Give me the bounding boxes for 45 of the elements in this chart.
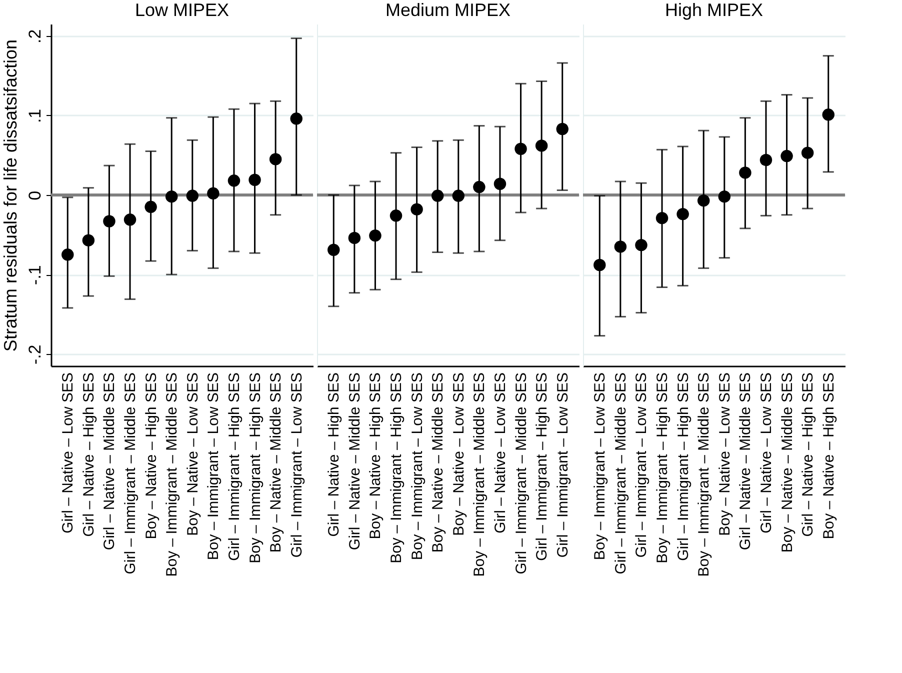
x-tick-label: Girl – Native – High SES [326, 372, 343, 537]
x-tick-label: Boy – Immigrant – Middle SES [471, 372, 488, 577]
x-tick-label: Boy – Immigrant – High SES [654, 372, 672, 564]
y-tick-label: .2 [26, 29, 44, 44]
x-tick-label: Girl – Native – Low SES [758, 372, 775, 534]
x-tick-label: Girl – Native – High SES [800, 372, 817, 537]
x-tick-label: Girl – Immigrant – Low SES [288, 372, 306, 558]
x-tick-label: Girl – Immigrant – High SES [674, 372, 692, 561]
x-tick-label: Girl – Native – Low SES [60, 372, 77, 534]
x-tick-label: Girl – Native – Middle SES [346, 372, 364, 550]
y-tick-label: -.1 [26, 265, 44, 285]
x-tick-label: Girl – Immigrant – Middle SES [512, 372, 530, 574]
x-tick-label: Boy – Native – High SES [142, 372, 160, 540]
x-tick-label: Girl – Immigrant – Middle SES [612, 372, 630, 574]
x-tick-label: Girl – Immigrant – Middle SES [122, 372, 140, 574]
x-tick-label: Girl – Immigrant – Low SES [633, 372, 650, 558]
x-tick-label: Boy – Native – Middle SES [430, 372, 447, 553]
x-tick-label: Girl – Immigrant – Low SES [554, 372, 572, 558]
y-tick-label: .1 [26, 108, 44, 124]
y-tick-label: -.2 [26, 344, 44, 364]
x-tick-label: Boy – Immigrant – High SES [246, 372, 264, 564]
x-tick-label: Boy – Immigrant – Middle SES [164, 372, 181, 577]
x-tick-label: Boy – Immigrant – Low SES [408, 372, 426, 560]
y-axis-title: Stratum residuals for life dissatsifaction [0, 39, 20, 352]
chart-title: High MIPEX [664, 0, 764, 20]
x-tick-label: Girl – Immigrant – High SES [226, 372, 243, 561]
x-tick-label: Girl – Native – Low SES [492, 372, 509, 534]
y-tick-label: 0 [26, 190, 44, 200]
x-tick-label: Girl – Immigrant – High SES [534, 372, 551, 561]
x-tick-label: Boy – Immigrant – High SES [388, 372, 406, 564]
chart-title: Low MIPEX [134, 0, 230, 20]
x-tick-label: Boy – Native – Middle SES [268, 372, 285, 553]
x-tick-label: Girl – Native – Middle SES [737, 372, 754, 550]
x-tick-label: Boy – Native – High SES [820, 372, 838, 540]
x-tick-label: Boy – Native – Low SES [450, 372, 468, 536]
x-tick-label: Boy – Native – High SES [367, 372, 384, 540]
x-tick-label: Girl – Native – Middle SES [101, 372, 118, 550]
x-tick-label: Boy – Native – Low SES [716, 372, 734, 536]
x-tick-label: Boy – Native – Low SES [184, 372, 202, 536]
chart-title: Medium MIPEX [385, 0, 511, 20]
x-tick-label: Boy – Native – Middle SES [778, 372, 796, 553]
x-tick-label: Boy – Immigrant – Middle SES [696, 372, 713, 577]
x-tick-label: Boy – Immigrant – Low SES [592, 372, 609, 560]
x-tick-label: Boy – Immigrant – Low SES [205, 372, 222, 560]
x-tick-label: Girl – Native – High SES [80, 372, 98, 537]
